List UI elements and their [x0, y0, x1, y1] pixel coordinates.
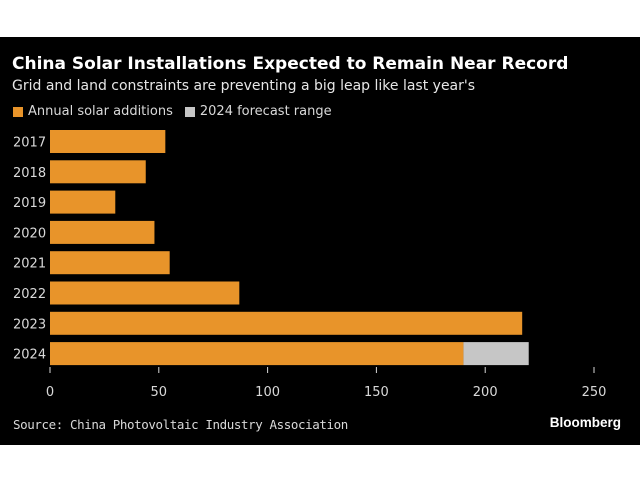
x-tick-label-150: 150 — [364, 385, 389, 400]
chart-title: China Solar Installations Expected to Re… — [12, 54, 569, 74]
bar-2017-annual — [50, 130, 166, 153]
legend-label-annual: Annual solar additions — [28, 104, 173, 119]
y-tick-label-2020: 2020 — [13, 226, 46, 241]
x-tick-label-200: 200 — [473, 385, 498, 400]
y-tick-label-2022: 2022 — [13, 287, 46, 302]
x-tick-label-0: 0 — [46, 385, 54, 400]
x-tick-label-250: 250 — [582, 385, 607, 400]
bar-2020-annual — [50, 220, 155, 244]
bar-2019-annual — [50, 190, 116, 214]
source-note: Source: China Photovoltaic Industry Asso… — [13, 417, 348, 432]
bar-2018-annual — [50, 160, 146, 184]
legend-item-annual: Annual solar additions — [13, 104, 173, 119]
legend-swatch-annual — [13, 106, 23, 117]
bar-2024-forecast — [463, 342, 529, 366]
bloomberg-logo: Bloomberg — [549, 415, 621, 430]
bar-2021-annual — [50, 251, 170, 275]
chart-subtitle: Grid and land constraints are preventing… — [12, 78, 476, 94]
legend-label-forecast: 2024 forecast range — [199, 104, 332, 119]
bar-2024-annual — [50, 342, 464, 366]
y-tick-label-2019: 2019 — [13, 196, 46, 211]
chart-legend: Annual solar additions 2024 forecast ran… — [13, 104, 344, 119]
y-tick-label-2023: 2023 — [13, 317, 46, 332]
legend-item-forecast: 2024 forecast range — [184, 104, 332, 119]
y-tick-label-2021: 2021 — [13, 257, 46, 272]
bar-2023-annual — [50, 311, 523, 335]
bar-chart: 2017 2018 2019 2020 2021 2022 2023 2024 0 50 100 15… — [13, 130, 607, 400]
y-tick-label-2024: 2024 — [13, 348, 46, 363]
x-tick-label-50: 50 — [151, 385, 168, 400]
y-tick-label-2018: 2018 — [13, 166, 46, 181]
chart-panel: China Solar Installations Expected to Re… — [0, 37, 640, 445]
bar-2022-annual — [50, 281, 240, 305]
legend-swatch-forecast — [184, 106, 195, 117]
y-tick-label-2017: 2017 — [13, 136, 46, 151]
x-tick-label-100: 100 — [255, 385, 280, 400]
